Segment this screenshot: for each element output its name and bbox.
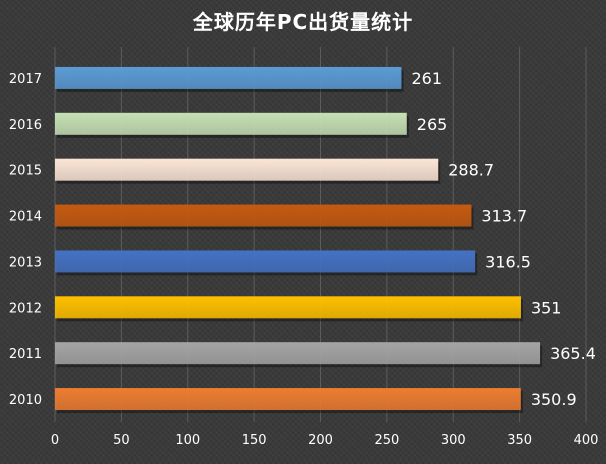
category-label: 2010 — [9, 393, 42, 408]
category-label: 2011 — [9, 347, 42, 362]
data-label: 313.7 — [481, 207, 527, 226]
x-tick-label: 50 — [113, 433, 130, 448]
data-label: 288.7 — [448, 161, 494, 180]
x-tick-label: 400 — [574, 433, 599, 448]
x-tick-label: 100 — [175, 433, 200, 448]
bar-2016 — [55, 112, 407, 135]
bar-2017 — [55, 66, 402, 89]
category-label: 2016 — [9, 118, 42, 133]
data-label: 316.5 — [485, 252, 531, 271]
bar-2014 — [55, 204, 472, 227]
x-tick-label: 250 — [374, 433, 399, 448]
bar-2011 — [55, 342, 541, 365]
category-label: 2013 — [9, 255, 42, 270]
category-label: 2017 — [9, 72, 42, 87]
category-label: 2012 — [9, 301, 42, 316]
x-tick-label: 300 — [441, 433, 466, 448]
category-label: 2015 — [9, 164, 42, 179]
data-label: 261 — [411, 69, 442, 88]
x-tick-label: 350 — [507, 433, 532, 448]
chart-title: 全球历年PC出货量统计 — [192, 10, 414, 34]
data-label: 350.9 — [531, 390, 577, 409]
data-label: 351 — [531, 298, 562, 317]
bar-2013 — [55, 250, 476, 273]
x-tick-label: 200 — [308, 433, 333, 448]
bar-2010 — [55, 388, 521, 411]
bar-2015 — [55, 158, 439, 181]
x-tick-label: 150 — [242, 433, 267, 448]
x-tick-label: 0 — [51, 433, 59, 448]
data-label: 365.4 — [550, 344, 596, 363]
bar-2012 — [55, 296, 521, 319]
category-label: 2014 — [9, 210, 42, 225]
data-label: 265 — [417, 115, 448, 134]
